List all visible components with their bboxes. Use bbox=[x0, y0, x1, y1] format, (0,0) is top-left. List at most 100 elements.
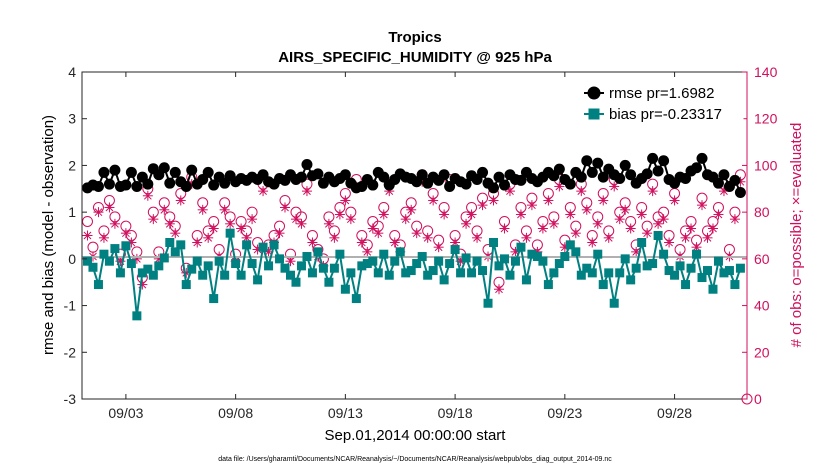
obs-evaluated-point bbox=[378, 209, 389, 220]
obs-evaluated-stroke bbox=[143, 191, 152, 200]
obs-evaluated-point bbox=[664, 237, 675, 248]
rmse-point bbox=[339, 169, 351, 181]
obs-evaluated-point bbox=[636, 209, 647, 220]
obs-evaluated-stroke bbox=[341, 196, 350, 205]
obs-evaluated-stroke bbox=[281, 203, 289, 212]
bias-point bbox=[686, 263, 696, 273]
bias-point bbox=[313, 247, 323, 257]
rmse-point bbox=[564, 178, 576, 190]
bias-point bbox=[692, 249, 702, 259]
obs-evaluated-stroke bbox=[368, 224, 377, 233]
rmse-point bbox=[477, 166, 489, 178]
obs-evaluated-stroke bbox=[615, 215, 624, 224]
legend-rmse-label: rmse pr=1.6982 bbox=[609, 85, 714, 102]
bias-point bbox=[538, 256, 548, 266]
rmse-point bbox=[444, 180, 456, 192]
bias-point bbox=[560, 252, 570, 262]
obs-evaluated-point bbox=[499, 223, 510, 234]
obs-evaluated-point bbox=[82, 230, 93, 241]
obs-evaluated-point bbox=[285, 256, 296, 267]
rmse-layer bbox=[81, 152, 746, 199]
obs-evaluated-stroke bbox=[665, 238, 673, 247]
obs-evaluated-stroke bbox=[637, 210, 646, 219]
y-tick-right-label: 120 bbox=[754, 111, 778, 127]
legend-bias-marker bbox=[588, 108, 600, 120]
obs-evaluated-stroke bbox=[599, 196, 608, 205]
rmse-point bbox=[169, 166, 181, 178]
obs-evaluated-stroke bbox=[237, 224, 246, 233]
bias-point bbox=[181, 280, 191, 290]
obs-evaluated-stroke bbox=[297, 219, 306, 228]
rmse-point bbox=[493, 171, 505, 183]
obs-evaluated-stroke bbox=[670, 196, 679, 205]
obs-evaluated-point bbox=[713, 209, 724, 220]
bias-point bbox=[329, 263, 339, 273]
rmse-point bbox=[581, 155, 593, 167]
x-tick-label: 09/08 bbox=[218, 405, 253, 421]
rmse-point bbox=[696, 152, 708, 164]
bias-point bbox=[445, 259, 455, 269]
obs-evaluated-point bbox=[247, 214, 258, 225]
legend-box bbox=[576, 77, 744, 127]
bias-point bbox=[543, 280, 553, 290]
bias-point bbox=[554, 259, 564, 269]
bias-point bbox=[664, 266, 674, 276]
bias-point bbox=[357, 261, 367, 271]
obs-evaluated-stroke bbox=[544, 196, 553, 205]
rmse-point bbox=[131, 180, 143, 192]
obs-evaluated-point bbox=[548, 218, 559, 229]
bias-point bbox=[198, 270, 208, 280]
obs-evaluated-point bbox=[192, 237, 203, 248]
bias-point bbox=[335, 249, 345, 259]
bias-point bbox=[609, 298, 619, 308]
rmse-point bbox=[515, 174, 527, 186]
bias-point bbox=[203, 261, 213, 271]
obs-evaluated-stroke bbox=[412, 229, 421, 238]
obs-evaluated-stroke bbox=[566, 210, 575, 219]
bias-point bbox=[373, 268, 383, 278]
obs-evaluated-point bbox=[236, 223, 247, 234]
bias-point bbox=[192, 256, 202, 266]
obs-evaluated-point bbox=[104, 202, 115, 213]
obs-evaluated-stroke bbox=[522, 233, 531, 242]
bias-point bbox=[93, 280, 103, 290]
obs-evaluated-stroke bbox=[451, 238, 459, 247]
obs-evaluated-stroke bbox=[220, 205, 229, 214]
bias-point bbox=[505, 270, 515, 280]
rmse-point bbox=[109, 164, 121, 176]
rmse-point bbox=[597, 171, 609, 183]
bias-point bbox=[401, 268, 411, 278]
obs-evaluated-stroke bbox=[292, 215, 300, 224]
rmse-point bbox=[498, 179, 510, 191]
obs-evaluated-point bbox=[329, 232, 340, 243]
bias-point bbox=[521, 275, 531, 285]
bias-point bbox=[565, 240, 575, 250]
obs-evaluated-stroke bbox=[226, 219, 235, 228]
obs-evaluated-stroke bbox=[429, 196, 438, 205]
y-axis-right: 0 20 40 60 80 100 120 140 bbox=[742, 64, 778, 407]
obs-evaluated-stroke bbox=[506, 187, 514, 196]
bias-point bbox=[708, 284, 718, 294]
bias-point bbox=[549, 268, 559, 278]
obs-evaluated-stroke bbox=[100, 233, 108, 242]
obs-evaluated-stroke bbox=[94, 208, 103, 217]
obs-evaluated-point bbox=[120, 228, 131, 239]
obs-evaluated-stroke bbox=[517, 210, 525, 219]
obs-evaluated-point bbox=[296, 218, 307, 229]
bias-point bbox=[176, 240, 186, 250]
bias-point bbox=[368, 256, 378, 266]
bias-point bbox=[631, 263, 641, 273]
y-tick-left-label: 1 bbox=[68, 204, 76, 220]
obs-evaluated-point bbox=[422, 232, 433, 243]
bias-point bbox=[307, 268, 317, 278]
obs-evaluated-stroke bbox=[692, 243, 701, 252]
obs-evaluated-stroke bbox=[379, 210, 388, 219]
rmse-point bbox=[553, 163, 565, 175]
rmse-point bbox=[592, 157, 604, 169]
bias-point bbox=[340, 284, 350, 294]
bias-point bbox=[362, 259, 372, 269]
bias-point bbox=[702, 266, 712, 276]
bias-point bbox=[82, 256, 92, 266]
rmse-point bbox=[202, 166, 214, 178]
bias-point bbox=[499, 254, 509, 264]
